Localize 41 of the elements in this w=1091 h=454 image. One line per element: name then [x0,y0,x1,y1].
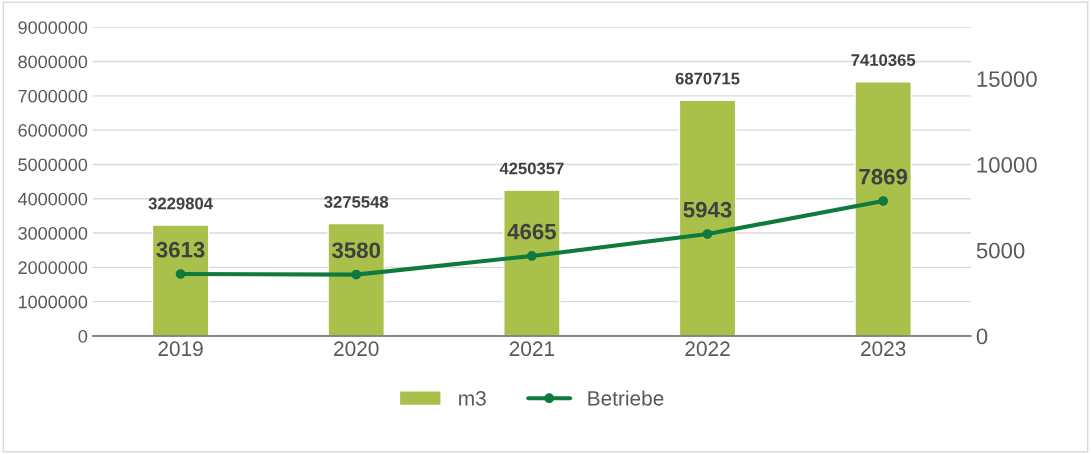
y-tick-label: 8000000 [18,55,88,69]
y-tick-label: 7000000 [18,89,88,103]
y2-tick-label: 0 [976,328,988,345]
y-tick-label: 9000000 [18,21,88,34]
y-tick-label: 4000000 [18,192,88,206]
x-tick-label: 2021 [509,341,555,357]
legend-label: Betriebe [588,390,664,406]
point [175,269,186,279]
legend-label: m3 [459,390,486,406]
x-tick-label: 2022 [685,341,730,357]
data-label: 5943 [683,201,732,218]
y-tick-label: 2000000 [18,261,88,275]
data-label: 4665 [507,223,556,240]
y2-tick-label: 5000 [976,242,1025,259]
y-tick-label: 0 [78,329,88,343]
x-tick-label: 2020 [334,341,379,357]
point [527,251,537,261]
data-label: 7410365 [851,54,916,66]
data-label: 3580 [332,242,381,259]
data-label: 3275548 [324,196,389,208]
point [351,269,362,280]
y-tick-label: 3000000 [18,226,88,240]
data-label: 6870715 [675,72,740,85]
x-tick-label: 2023 [861,341,906,357]
data-label: 3229804 [148,197,213,210]
data-label: 3613 [156,241,205,258]
y2-tick-label: 15000 [977,71,1037,87]
y-tick-label: 1000000 [18,295,88,309]
point [702,229,713,239]
y-tick-label: 6000000 [18,124,88,137]
bar [678,99,737,336]
x-tick-label: 2019 [158,341,203,357]
point [878,196,889,206]
bar [854,81,912,336]
y2-tick-label: 10000 [977,156,1037,173]
data-label: 7869 [859,168,908,185]
bar [327,222,386,336]
bar [503,189,561,336]
bar [151,224,210,336]
data-label: 4250357 [499,162,564,175]
y-tick-label: 5000000 [18,158,88,172]
